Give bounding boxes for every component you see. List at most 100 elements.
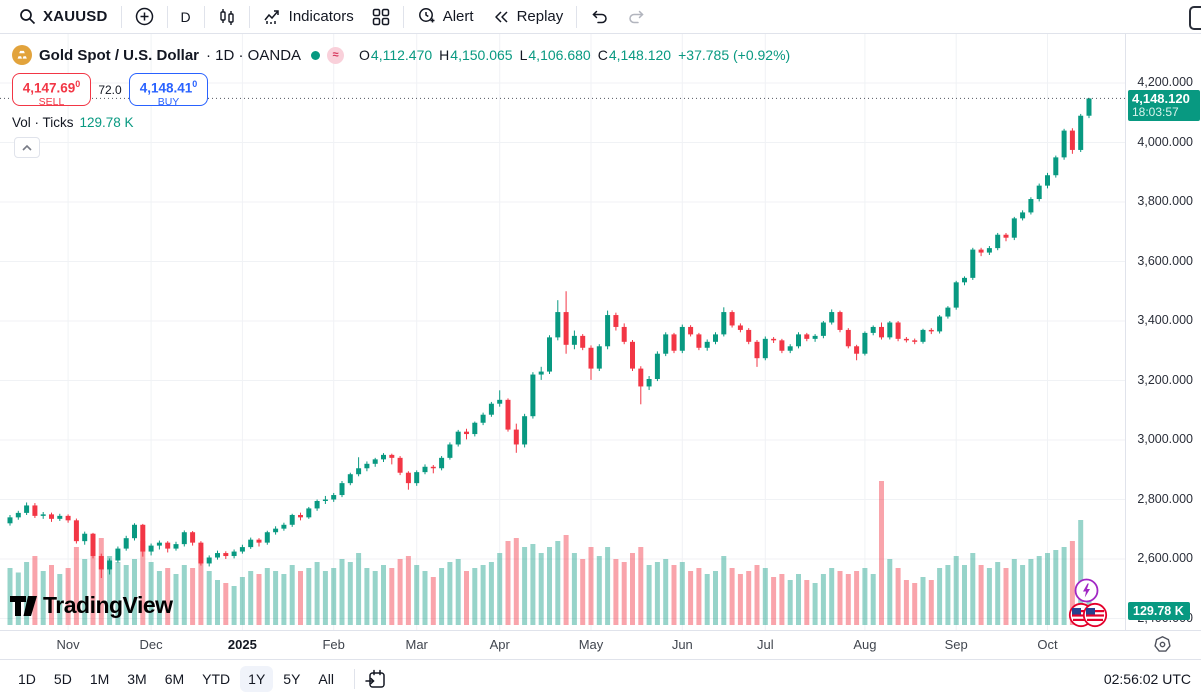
undo-icon xyxy=(590,8,609,25)
footer-divider xyxy=(353,669,355,689)
time-axis-label: 2025 xyxy=(227,637,257,652)
price-axis-label: 3,800.000 xyxy=(1137,194,1193,208)
candlestick-icon xyxy=(218,8,236,26)
grid-layout-icon xyxy=(372,8,390,26)
range-button-YTD[interactable]: YTD xyxy=(194,666,238,692)
us-flag-icon xyxy=(1082,602,1108,628)
derived-data-badge-icon[interactable]: ≈ xyxy=(327,46,345,64)
indicators-label: Indicators xyxy=(288,8,354,25)
chevron-up-icon xyxy=(22,144,32,151)
top-toolbar: XAUUSD D xyxy=(0,0,1201,34)
time-axis-label: Oct xyxy=(1037,637,1058,652)
range-button-All[interactable]: All xyxy=(310,666,342,692)
alert-clock-icon xyxy=(417,7,436,26)
price-axis-label: 3,200.000 xyxy=(1137,372,1193,387)
alert-label: Alert xyxy=(442,8,474,25)
volume-value: 129.78 K xyxy=(79,115,134,130)
sell-button[interactable]: 4,147.690 SELL xyxy=(12,73,91,108)
axis-settings-button[interactable] xyxy=(1152,635,1173,656)
gear-icon xyxy=(1154,636,1171,652)
range-selector: 1D 5D 1M 3M 6M YTD 1Y 5Y All xyxy=(10,666,344,692)
price-axis-label: 3,600.000 xyxy=(1137,253,1193,268)
replay-icon xyxy=(492,8,510,26)
ohlc-values: O4,112.470 H4,150.065 L4,106.680 C4,148.… xyxy=(359,47,791,63)
order-panel: 4,147.690 SELL 72.0 4,148.410 BUY xyxy=(12,73,208,108)
economic-events-marker[interactable] xyxy=(1068,602,1108,628)
spread-value: 72.0 xyxy=(98,82,122,97)
bar-countdown: 18:03:57 xyxy=(1132,105,1179,120)
indicators-icon xyxy=(263,7,282,26)
price-change: +37.785 (+0.92%) xyxy=(678,47,791,63)
bottom-toolbar: 1D 5D 1M 3M 6M YTD 1Y 5Y All 02:56:02 UTC xyxy=(0,659,1201,698)
calendar-goto-icon xyxy=(365,669,385,688)
volume-label: Vol · Ticks xyxy=(12,115,74,130)
symbol-title: Gold Spot / U.S. Dollar xyxy=(39,46,200,64)
chart-type-button[interactable] xyxy=(209,3,245,31)
time-axis-label: Dec xyxy=(139,637,163,652)
last-price-value: 4,148.120 xyxy=(1132,91,1190,107)
search-icon xyxy=(19,8,36,25)
toolbar-divider xyxy=(576,5,578,28)
replay-button[interactable]: Replay xyxy=(483,3,573,31)
symbol-name: XAUUSD xyxy=(43,8,108,25)
time-axis-label: Jul xyxy=(756,637,774,652)
price-axis-label: 2,800.000 xyxy=(1137,491,1193,506)
layout-grid-button[interactable] xyxy=(363,3,399,31)
range-button-6M[interactable]: 6M xyxy=(157,666,192,692)
price-axis-label: 4,200.000 xyxy=(1137,75,1193,89)
time-axis-label: Aug xyxy=(853,637,877,652)
tradingview-logo[interactable]: TradingView xyxy=(10,592,173,619)
volume-legend[interactable]: Vol · Ticks 129.78 K xyxy=(12,115,134,130)
symbol-search-button[interactable]: XAUUSD xyxy=(10,3,117,31)
indicators-button[interactable]: Indicators xyxy=(254,3,363,31)
interval-label: D xyxy=(180,8,191,25)
time-axis-label: May xyxy=(578,637,604,652)
window-edge-button[interactable] xyxy=(1189,6,1201,30)
range-button-5D[interactable]: 5D xyxy=(46,666,80,692)
toolbar-divider xyxy=(248,5,250,28)
compare-add-button[interactable] xyxy=(126,3,163,31)
time-axis-label: Sep xyxy=(944,637,968,652)
range-button-1D[interactable]: 1D xyxy=(10,666,44,692)
alert-button[interactable]: Alert xyxy=(408,3,483,31)
price-axis-label: 4,000.000 xyxy=(1137,134,1193,149)
last-price-tag: 4,148.120 18:03:57 xyxy=(1128,90,1200,122)
time-axis-label: Apr xyxy=(489,637,510,652)
range-button-1Y[interactable]: 1Y xyxy=(240,666,274,692)
chart-pane[interactable]: Gold Spot / U.S. Dollar · 1D · OANDA ≈ O… xyxy=(0,34,1201,630)
toolbar-divider xyxy=(402,5,404,28)
price-axis-label: 3,000.000 xyxy=(1137,432,1193,446)
collapse-legend-button[interactable] xyxy=(14,137,40,158)
price-axis[interactable]: 4,200.000 4,000.000 3,800.000 3,600.000 3,40… xyxy=(1125,34,1201,630)
price-axis-label: 3,400.000 xyxy=(1137,313,1193,327)
range-button-5Y[interactable]: 5Y xyxy=(275,666,308,692)
volume-axis-tag: 129.78 K xyxy=(1128,602,1190,620)
time-axis[interactable]: Nov Dec 2025 Feb Mar Apr May Jun Jul Aug Sep Oct xyxy=(0,630,1201,659)
interval-button[interactable]: D xyxy=(172,3,200,31)
price-axis-label: 2,600.000 xyxy=(1137,551,1193,565)
tradingview-logo-icon xyxy=(10,595,37,616)
lightning-icon xyxy=(1074,578,1099,603)
symbol-legend[interactable]: Gold Spot / U.S. Dollar · 1D · OANDA ≈ O… xyxy=(12,45,790,65)
streaks-event-marker[interactable] xyxy=(1074,578,1099,603)
redo-icon xyxy=(627,8,646,25)
buy-button[interactable]: 4,148.410 BUY xyxy=(129,73,208,108)
toolbar-divider xyxy=(120,5,122,28)
symbol-meta: · 1D · OANDA xyxy=(206,46,302,64)
gold-coin-icon xyxy=(12,45,32,65)
range-button-1M[interactable]: 1M xyxy=(82,666,117,692)
redo-button[interactable] xyxy=(618,3,655,31)
toolbar-divider xyxy=(203,5,205,28)
candlestick-chart[interactable] xyxy=(0,34,1125,630)
time-axis-label: Mar xyxy=(405,637,428,652)
undo-button[interactable] xyxy=(581,3,618,31)
range-button-3M[interactable]: 3M xyxy=(119,666,154,692)
time-axis-label: Nov xyxy=(56,637,80,652)
toolbar-divider xyxy=(166,5,168,28)
time-axis-label: Feb xyxy=(322,637,345,652)
timezone-clock[interactable]: 02:56:02 UTC xyxy=(1103,671,1191,687)
time-axis-label: Jun xyxy=(671,637,693,652)
plus-circle-icon xyxy=(135,7,154,26)
go-to-date-button[interactable] xyxy=(365,669,386,690)
market-open-dot-icon xyxy=(311,50,321,60)
